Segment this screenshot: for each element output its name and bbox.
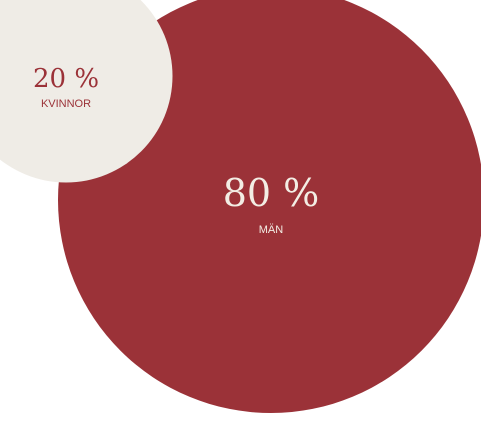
bubble-men-label: MÄN [259, 224, 284, 236]
bubble-women-value: 20 % [33, 64, 99, 94]
bubble-women-circle [0, 0, 173, 183]
bubble-women: 20 % KVINNOR [0, 0, 173, 183]
bubble-men-value: 80 % [223, 171, 320, 215]
bubble-women-label: KVINNOR [41, 98, 91, 110]
